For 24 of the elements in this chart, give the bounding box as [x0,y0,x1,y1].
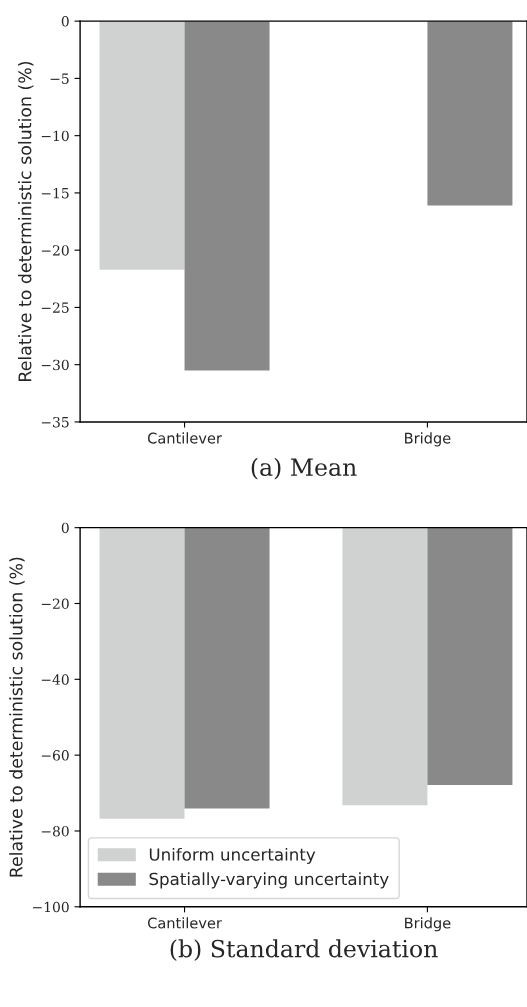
text: (a) Mean [251,457,357,480]
y-tick-label: −100 [33,901,69,913]
y-tick-label: 0 [61,522,69,534]
text: (b) Standard deviation [170,939,438,961]
legend-label: Spatially-varying uncertainty [149,872,389,889]
x-tick-label: Bridge [405,917,451,932]
y-tick-label: 0 [61,16,69,27]
y-tick-label: −40 [41,674,69,685]
y-tick-label: −80 [41,825,69,837]
y-tick-label: −10 [41,130,69,142]
x-tick-label: Cantilever [147,432,222,444]
y-tick-label: −35 [41,416,69,428]
legend-label: Uniform uncertainty [149,847,316,865]
y-tick-label: −30 [41,359,69,371]
y-tick-label: −25 [41,302,69,313]
y-tick-label: −15 [41,187,69,199]
x-tick-label: Cantilever [147,917,222,929]
y-tick-label: −20 [41,598,69,609]
y-tick-label: −20 [41,245,69,256]
y-axis-title: Relative to deterministic solution (%) [18,61,34,381]
y-axis-title: Relative to deterministic solution (%) [9,557,25,877]
x-tick-label: Bridge [405,432,451,447]
y-tick-label: −60 [41,750,69,761]
y-tick-label: −5 [50,73,69,84]
